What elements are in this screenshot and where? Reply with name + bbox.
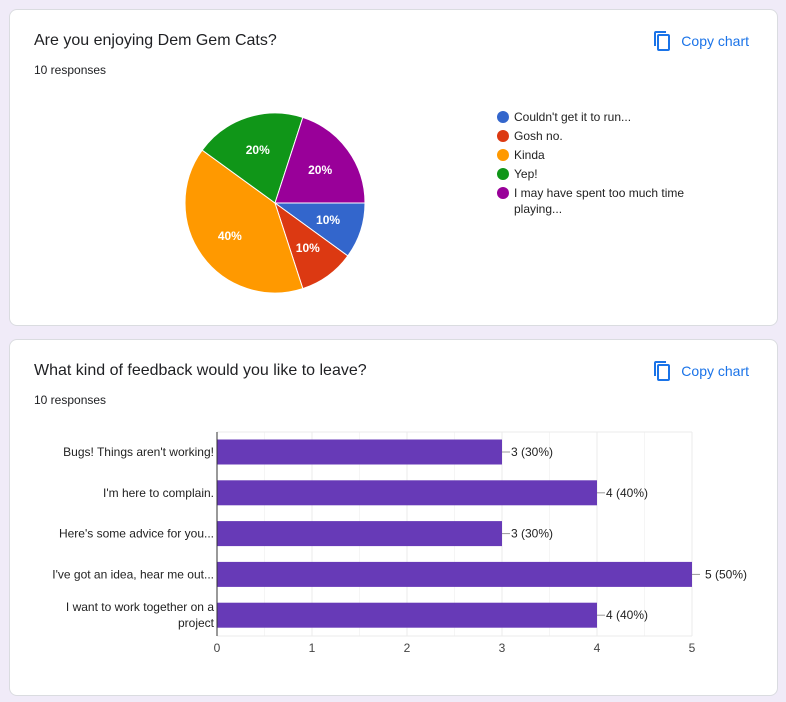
category-label: I want to work together on a [66,600,214,614]
category-label: project [178,616,215,630]
bar-chart-card: What kind of feedback would you like to … [9,339,778,696]
copy-chart-button[interactable]: Copy chart [652,30,749,52]
data-label: 3 (30%) [511,527,553,541]
question-title: What kind of feedback would you like to … [34,362,367,379]
category-label: I'm here to complain. [103,486,214,500]
legend-label: Gosh no. [514,129,563,143]
pie-slice-label: 20% [246,143,270,157]
legend-marker [497,168,509,180]
x-tick-label: 5 [689,641,696,655]
bar [217,439,502,465]
copy-chart-label: Copy chart [681,363,749,379]
response-count: 10 responses [34,63,107,77]
copy-icon [654,31,671,51]
bar [217,561,692,587]
pie-slice [201,112,304,204]
pie-slice [274,116,366,204]
legend-label: Kinda [514,148,545,162]
data-label: 5 (50%) [705,567,747,581]
x-tick-label: 4 [594,641,601,655]
legend-marker [497,111,509,123]
copy-chart-label: Copy chart [681,33,749,49]
x-tick-label: 0 [214,641,221,655]
copy-icon [654,361,671,381]
bar [217,480,597,506]
pie-slice [184,149,304,294]
question-title: Are you enjoying Dem Gem Cats? [34,32,277,49]
legend-label: I may have spent too much time [514,186,684,200]
data-label: 3 (30%) [511,445,553,459]
pie-slice-label: 10% [296,241,320,255]
x-tick-label: 1 [309,641,316,655]
pie-slice-label: 40% [218,229,242,243]
x-tick-label: 3 [499,641,506,655]
legend-label: playing... [514,202,562,216]
bar-chart: 0 1 2 3 4 5 3 (30%) Bugs! Things aren't working… [52,431,747,655]
data-label: 4 (40%) [606,608,648,622]
copy-chart-button[interactable]: Copy chart [652,360,749,382]
pie-chart: 10% 10% 40% 20% 20% Couldn't get it to run...… [184,110,684,294]
category-label: I've got an idea, hear me out... [52,567,214,581]
category-label: Bugs! Things aren't working! [63,445,214,459]
bar [217,602,597,628]
legend-marker [497,149,509,161]
x-tick-label: 2 [404,641,411,655]
legend-label: Yep! [514,167,538,181]
legend-marker [497,187,509,199]
pie-slice-label: 20% [308,163,332,177]
pie-slice-label: 10% [316,213,340,227]
category-label: Here's some advice for you... [59,527,214,541]
legend-marker [497,130,509,142]
response-count: 10 responses [34,393,107,407]
data-label: 4 (40%) [606,486,648,500]
legend-label: Couldn't get it to run... [514,110,631,124]
bar [217,521,502,547]
pie-chart-card: Are you enjoying Dem Gem Cats? 10 respon… [9,9,778,326]
